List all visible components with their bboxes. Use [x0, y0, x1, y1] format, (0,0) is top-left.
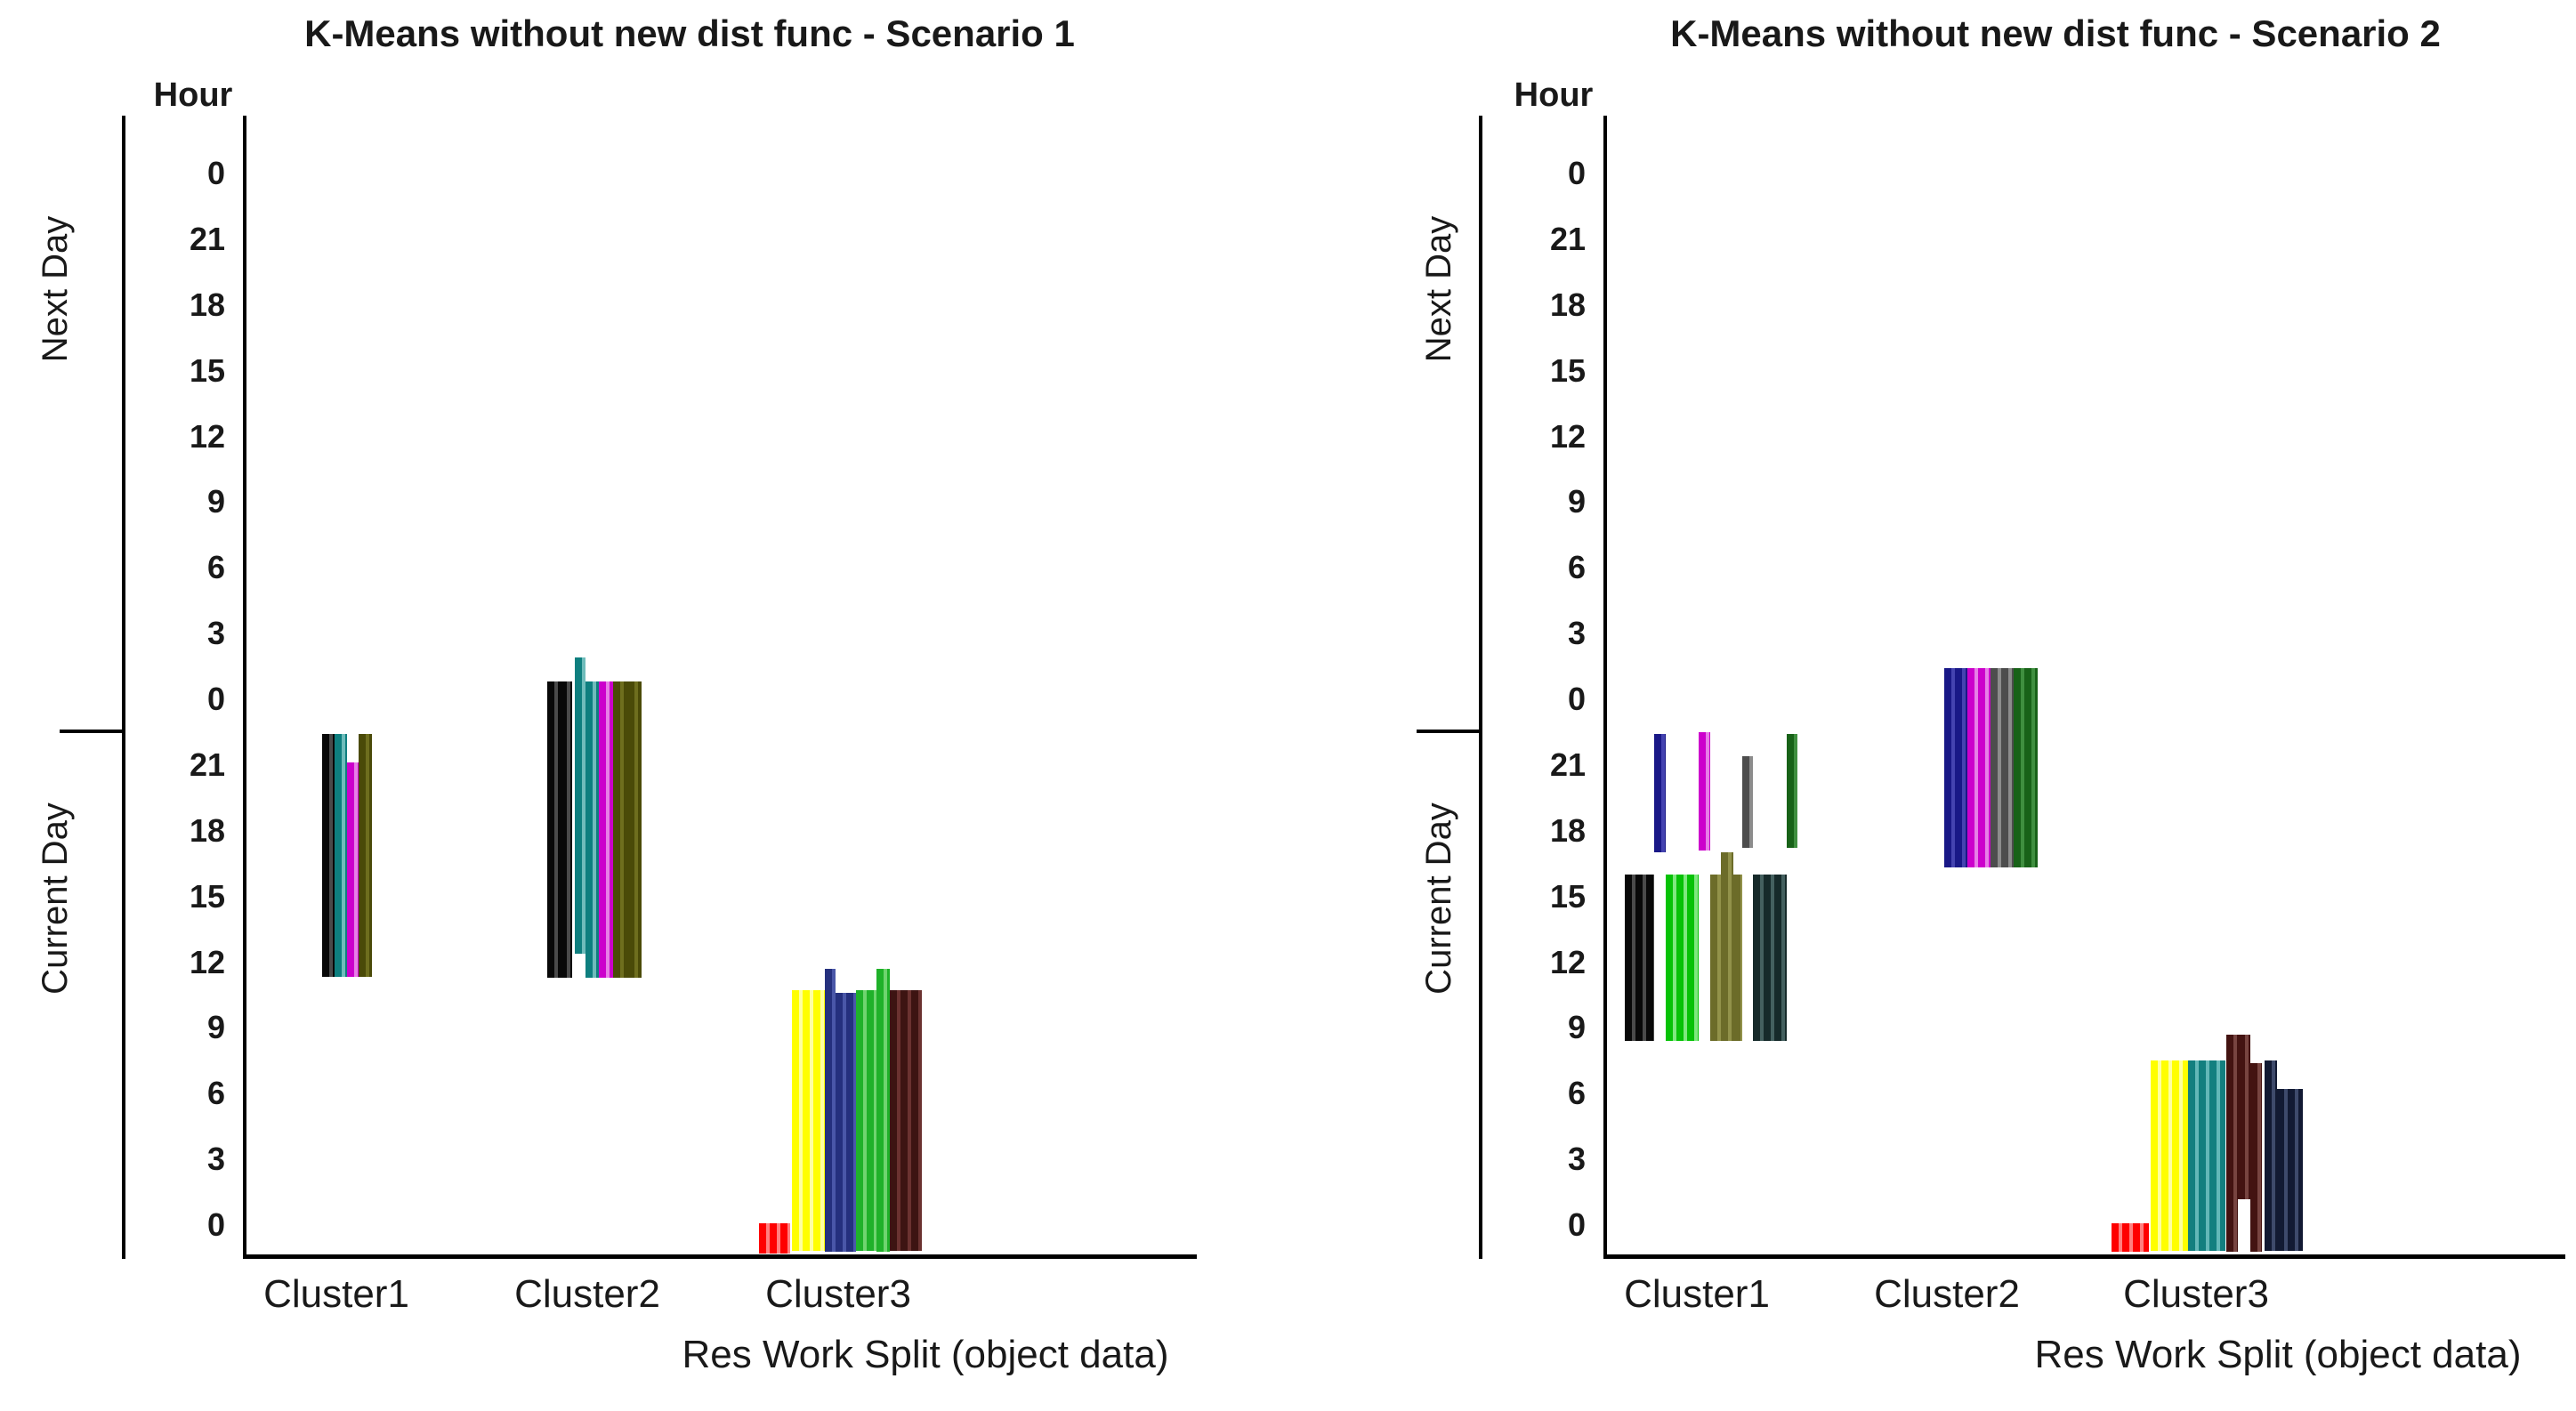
bar-dkgreen2	[1787, 734, 1797, 848]
bar-magenta	[1699, 732, 1710, 851]
y-tick-label: 3	[206, 615, 225, 651]
y-tick-label: 3	[206, 1141, 225, 1177]
bar-red	[2112, 1223, 2149, 1252]
bar-navy2	[1944, 668, 1967, 867]
y-tick-label: 12	[189, 418, 225, 455]
chart-title: K-Means without new dist func - Scenario…	[1670, 12, 2441, 54]
bar-darkslate	[1753, 875, 1787, 1041]
day-bracket-line	[122, 116, 125, 1259]
y-tick-label: 15	[189, 878, 225, 915]
x-axis-line	[243, 1254, 1197, 1259]
bar-yellow	[2151, 1060, 2188, 1251]
y-axis-title: Hour	[1514, 77, 1594, 114]
y-tick-label: 18	[189, 286, 225, 323]
y-tick-label: 0	[1567, 155, 1586, 191]
x-category-label: Cluster1	[1624, 1272, 1770, 1316]
y-tick-label: 9	[206, 483, 225, 520]
y-tick-label: 12	[1549, 418, 1586, 455]
bar-yellow	[792, 990, 825, 1251]
bar-black	[560, 681, 572, 978]
bar-magenta	[599, 681, 613, 978]
x-axis-title: Res Work Split (object data)	[682, 1333, 1169, 1376]
y-tick-label: 18	[1549, 286, 1586, 323]
bar-teal	[585, 681, 599, 978]
current-day-label: Current Day	[1419, 802, 1458, 995]
bar-olive	[613, 681, 627, 978]
bar-teal2	[2188, 1060, 2225, 1251]
bar-black	[1625, 875, 1654, 1041]
bar-khaki	[1721, 852, 1733, 1041]
y-tick-label: 21	[189, 221, 225, 257]
y-tick-label: 21	[189, 746, 225, 783]
bar-maroon2	[2250, 1063, 2262, 1252]
bar-green	[876, 969, 890, 1252]
day-bracket-divider	[60, 730, 125, 733]
bar-khaki	[1733, 875, 1742, 1041]
y-tick-label: 0	[206, 1206, 225, 1243]
bar-navy	[836, 993, 856, 1252]
bar-navy3	[2265, 1060, 2277, 1251]
y-tick-label: 12	[189, 944, 225, 980]
y-axis-line	[243, 116, 246, 1259]
bar-khaki	[1710, 875, 1721, 1041]
y-axis-title: Hour	[153, 77, 233, 114]
bar-black	[322, 734, 335, 977]
bar-green2	[1666, 875, 1699, 1041]
bar-olive	[359, 734, 372, 977]
x-category-label: Cluster2	[1874, 1272, 2020, 1316]
bar-gray2	[1742, 756, 1753, 848]
bar-black	[547, 681, 560, 978]
y-tick-label: 6	[206, 549, 225, 585]
y-tick-label: 6	[206, 1075, 225, 1111]
bar-red	[759, 1223, 790, 1254]
y-tick-label: 3	[1567, 1141, 1586, 1177]
x-category-label: Cluster3	[765, 1272, 911, 1316]
y-tick-label: 18	[1549, 812, 1586, 849]
x-axis-line	[1603, 1254, 2565, 1259]
bar-teal	[335, 734, 347, 977]
bar-dkgreen2	[2014, 668, 2038, 867]
y-tick-label: 21	[1549, 221, 1586, 257]
chart-title: K-Means without new dist func - Scenario…	[304, 12, 1075, 54]
bar-gray2	[1991, 668, 2014, 867]
y-tick-label: 0	[1567, 681, 1586, 717]
bar-navy3	[2277, 1089, 2303, 1251]
bar-magenta	[1967, 668, 1991, 867]
x-category-label: Cluster3	[2123, 1272, 2269, 1316]
day-bracket-divider	[1417, 730, 1482, 733]
y-tick-label: 6	[1567, 549, 1586, 585]
bar-green	[856, 990, 876, 1251]
bar-teal	[575, 657, 585, 954]
x-category-label: Cluster1	[263, 1272, 409, 1316]
x-axis-title: Res Work Split (object data)	[2034, 1333, 2522, 1376]
x-category-label: Cluster2	[514, 1272, 660, 1316]
y-tick-label: 0	[206, 155, 225, 191]
y-tick-label: 0	[1567, 1206, 1586, 1243]
y-tick-label: 0	[206, 681, 225, 717]
y-tick-label: 6	[1567, 1075, 1586, 1111]
y-tick-label: 9	[1567, 483, 1586, 520]
day-bracket-line	[1479, 116, 1482, 1259]
y-tick-label: 15	[1549, 352, 1586, 389]
y-tick-label: 9	[1567, 1009, 1586, 1045]
y-tick-label: 18	[189, 812, 225, 849]
bar-magenta	[347, 762, 359, 977]
next-day-label: Next Day	[1419, 215, 1458, 363]
y-axis-line	[1603, 116, 1607, 1259]
bar-maroon2	[2238, 1035, 2250, 1199]
y-tick-label: 15	[1549, 878, 1586, 915]
bar-navy2	[1654, 734, 1666, 852]
bar-maroon2	[2226, 1035, 2238, 1252]
y-tick-label: 15	[189, 352, 225, 389]
bar-olive	[627, 681, 642, 978]
bar-navy	[825, 969, 836, 1252]
y-tick-label: 21	[1549, 746, 1586, 783]
bar-maroon	[890, 990, 922, 1251]
current-day-label: Current Day	[36, 802, 75, 995]
y-tick-label: 12	[1549, 944, 1586, 980]
y-tick-label: 3	[1567, 615, 1586, 651]
y-tick-label: 9	[206, 1009, 225, 1045]
next-day-label: Next Day	[36, 215, 75, 363]
